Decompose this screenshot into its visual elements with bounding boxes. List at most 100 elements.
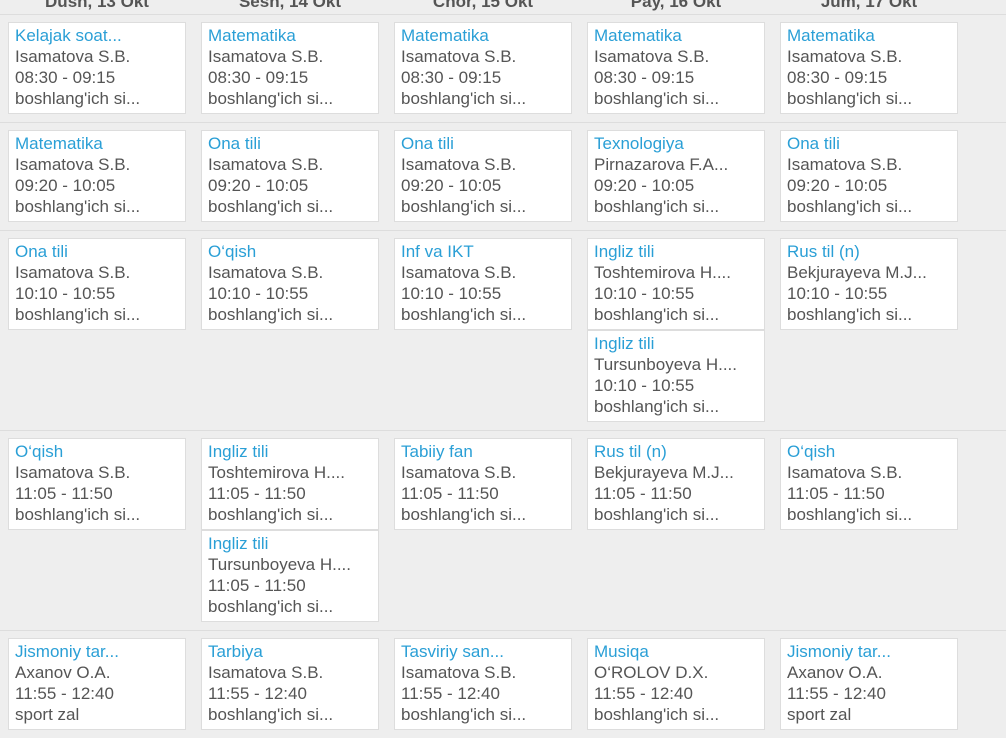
lesson-card[interactable]: Kelajak soat... Isamatova S.B. 08:30 - 09:… (8, 22, 186, 114)
lesson-time: 09:20 - 10:05 (208, 176, 309, 195)
timetable-grid: Kelajak soat... Isamatova S.B. 08:30 - 09:… (0, 14, 1006, 738)
day-cell: Ona tili Isamatova S.B. 10:10 - 10:55 boshl… (8, 238, 186, 422)
day-cell: Ona tili Isamatova S.B. 09:20 - 10:05 boshl… (394, 130, 572, 222)
lesson-period-row: Jismoniy tar... Axanov O.A. 11:55 - 12:40 s… (0, 630, 1006, 738)
lesson-card[interactable]: Ona tili Isamatova S.B. 09:20 - 10:05 boshl… (394, 130, 572, 222)
day-header-row: Dush, 13 Okt Sesh, 14 Okt Chor, 15 Okt Pay,… (0, 0, 1006, 14)
day-cell: O‘qish Isamatova S.B. 11:05 - 11:50 boshlan… (780, 438, 958, 622)
lesson-time: 09:20 - 10:05 (594, 176, 695, 195)
lesson-teacher: Tursunboyeva H.... (208, 555, 351, 574)
lesson-teacher: Tursunboyeva H.... (594, 355, 737, 374)
lesson-room: boshlang'ich si... (208, 597, 334, 616)
day-header: Chor, 15 Okt (432, 0, 534, 11)
lesson-card[interactable]: Tarbiya Isamatova S.B. 11:55 - 12:40 boshla… (201, 638, 379, 730)
day-cell: Matematika Isamatova S.B. 08:30 - 09:15 bos… (587, 22, 765, 114)
lesson-card[interactable]: Ingliz tili Toshtemirova H.... 11:05 - 11:… (201, 438, 379, 530)
day-cell: Ona tili Isamatova S.B. 09:20 - 10:05 boshl… (780, 130, 958, 222)
lesson-teacher: Isamatova S.B. (594, 47, 710, 66)
lesson-time: 10:10 - 10:55 (594, 376, 695, 395)
lesson-teacher: Isamatova S.B. (401, 47, 517, 66)
day-cell: Matematika Isamatova S.B. 08:30 - 09:15 bos… (201, 22, 379, 114)
day-cell: Tabiiy fan Isamatova S.B. 11:05 - 11:50 bos… (394, 438, 572, 622)
lesson-room: sport zal (15, 705, 80, 724)
lesson-card[interactable]: Ona tili Isamatova S.B. 09:20 - 10:05 boshl… (780, 130, 958, 222)
lesson-teacher: Axanov O.A. (15, 663, 111, 682)
lesson-card[interactable]: Matematika Isamatova S.B. 08:30 - 09:15 bos… (587, 22, 765, 114)
lesson-room: boshlang'ich si... (208, 305, 334, 324)
lesson-time: 08:30 - 09:15 (787, 68, 888, 87)
lesson-subject: O‘qish (15, 442, 64, 461)
lesson-subject: Ona tili (208, 134, 261, 153)
lesson-card[interactable]: O‘qish Isamatova S.B. 10:10 - 10:55 boshlan… (201, 238, 379, 330)
lesson-card[interactable]: Jismoniy tar... Axanov O.A. 11:55 - 12:40 s… (780, 638, 958, 730)
day-cell: Jismoniy tar... Axanov O.A. 11:55 - 12:40 s… (8, 638, 186, 730)
lesson-time: 11:05 - 11:50 (401, 484, 499, 503)
lesson-card[interactable]: Matematika Isamatova S.B. 08:30 - 09:15 bos… (780, 22, 958, 114)
day-cell: Rus til (n) Bekjurayeva M.J... 10:10 - 10:… (780, 238, 958, 422)
lesson-room: boshlang'ich si... (594, 197, 720, 216)
lesson-card[interactable]: Matematika Isamatova S.B. 09:20 - 10:05 bos… (8, 130, 186, 222)
lesson-subject: Ingliz tili (594, 242, 655, 261)
lesson-card[interactable]: Ingliz tili Tursunboyeva H.... 10:10 - 10:… (587, 330, 765, 422)
lesson-card[interactable]: Jismoniy tar... Axanov O.A. 11:55 - 12:40 s… (8, 638, 186, 730)
lesson-room: boshlang'ich si... (401, 505, 527, 524)
lesson-teacher: Isamatova S.B. (208, 47, 324, 66)
lesson-teacher: Isamatova S.B. (208, 263, 324, 282)
lesson-card[interactable]: Tabiiy fan Isamatova S.B. 11:05 - 11:50 bos… (394, 438, 572, 530)
lesson-time: 09:20 - 10:05 (401, 176, 502, 195)
lesson-card[interactable]: Ona tili Isamatova S.B. 09:20 - 10:05 boshl… (201, 130, 379, 222)
lesson-teacher: Isamatova S.B. (787, 47, 903, 66)
lesson-card[interactable]: Matematika Isamatova S.B. 08:30 - 09:15 bos… (394, 22, 572, 114)
day-cell: Matematika Isamatova S.B. 09:20 - 10:05 bos… (8, 130, 186, 222)
day-cell: Texnologiya Pirnazarova F.A... 09:20 - 10:… (587, 130, 765, 222)
lesson-card[interactable]: Ingliz tili Toshtemirova H.... 10:10 - 10:… (587, 238, 765, 330)
lesson-time: 08:30 - 09:15 (594, 68, 695, 87)
day-cell: Tasviriy san... Isamatova S.B. 11:55 - 12:… (394, 638, 572, 730)
lesson-time: 11:05 - 11:50 (208, 576, 306, 595)
day-cell: Ona tili Isamatova S.B. 09:20 - 10:05 boshl… (201, 130, 379, 222)
lesson-subject: Inf va IKT (401, 242, 474, 261)
lesson-card[interactable]: Texnologiya Pirnazarova F.A... 09:20 - 10:… (587, 130, 765, 222)
lesson-time: 10:10 - 10:55 (787, 284, 888, 303)
lesson-card[interactable]: O‘qish Isamatova S.B. 11:05 - 11:50 boshlan… (780, 438, 958, 530)
lesson-subject: Tabiiy fan (401, 442, 473, 461)
lesson-time: 11:05 - 11:50 (594, 484, 692, 503)
lesson-teacher: Toshtemirova H.... (594, 263, 731, 282)
lesson-time: 10:10 - 10:55 (401, 284, 502, 303)
lesson-subject: Kelajak soat... (15, 26, 122, 45)
lesson-time: 11:55 - 12:40 (208, 684, 307, 703)
lesson-card[interactable]: Inf va IKT Isamatova S.B. 10:10 - 10:55 bos… (394, 238, 572, 330)
day-cell: Ingliz tili Toshtemirova H.... 10:10 - 10:… (587, 238, 765, 422)
lesson-card[interactable]: Rus til (n) Bekjurayeva M.J... 10:10 - 10:… (780, 238, 958, 330)
lesson-room: boshlang'ich si... (401, 705, 527, 724)
lesson-teacher: Bekjurayeva M.J... (787, 263, 927, 282)
day-cell: Kelajak soat... Isamatova S.B. 08:30 - 09:… (8, 22, 186, 114)
lesson-card[interactable]: Rus til (n) Bekjurayeva M.J... 11:05 - 11:… (587, 438, 765, 530)
lesson-card[interactable]: O‘qish Isamatova S.B. 11:05 - 11:50 boshlan… (8, 438, 186, 530)
day-cell: Matematika Isamatova S.B. 08:30 - 09:15 bos… (780, 22, 958, 114)
lesson-period-row: Matematika Isamatova S.B. 09:20 - 10:05 bos… (0, 122, 1006, 230)
lesson-subject: O‘qish (208, 242, 257, 261)
lesson-teacher: Toshtemirova H.... (208, 463, 345, 482)
lesson-subject: Rus til (n) (787, 242, 860, 261)
lesson-room: boshlang'ich si... (594, 705, 720, 724)
lesson-card[interactable]: Ona tili Isamatova S.B. 10:10 - 10:55 boshl… (8, 238, 186, 330)
lesson-subject: Ona tili (401, 134, 454, 153)
lesson-room: boshlang'ich si... (594, 505, 720, 524)
lesson-subject: Jismoniy tar... (15, 642, 119, 661)
lesson-teacher: Isamatova S.B. (15, 155, 131, 174)
lesson-time: 08:30 - 09:15 (208, 68, 309, 87)
lesson-room: boshlang'ich si... (15, 197, 141, 216)
day-header: Jum, 17 Okt (820, 0, 918, 11)
lesson-subject: Tasviriy san... (401, 642, 504, 661)
lesson-card[interactable]: Tasviriy san... Isamatova S.B. 11:55 - 12:… (394, 638, 572, 730)
lesson-subject: Ona tili (15, 242, 68, 261)
day-header: Sesh, 14 Okt (238, 0, 342, 11)
lesson-time: 10:10 - 10:55 (594, 284, 695, 303)
lesson-time: 10:10 - 10:55 (208, 284, 309, 303)
lesson-card[interactable]: Matematika Isamatova S.B. 08:30 - 09:15 bos… (201, 22, 379, 114)
lesson-teacher: Axanov O.A. (787, 663, 883, 682)
lesson-card[interactable]: Ingliz tili Tursunboyeva H.... 11:05 - 11:… (201, 530, 379, 622)
lesson-card[interactable]: Musiqa O‘ROLOV D.X. 11:55 - 12:40 boshlang'… (587, 638, 765, 730)
lesson-teacher: Pirnazarova F.A... (594, 155, 729, 174)
